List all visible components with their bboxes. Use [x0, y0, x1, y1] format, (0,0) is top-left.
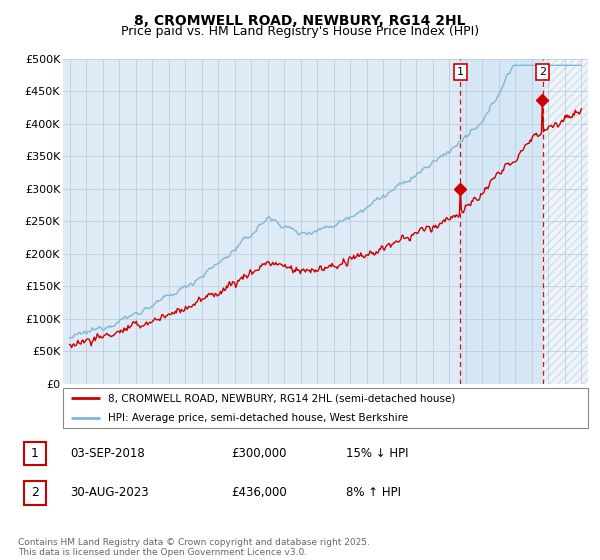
Text: Contains HM Land Registry data © Crown copyright and database right 2025.
This d: Contains HM Land Registry data © Crown c… [18, 538, 370, 557]
Text: 03-SEP-2018: 03-SEP-2018 [70, 447, 145, 460]
FancyBboxPatch shape [24, 442, 46, 465]
Text: HPI: Average price, semi-detached house, West Berkshire: HPI: Average price, semi-detached house,… [107, 413, 408, 423]
FancyBboxPatch shape [24, 481, 46, 505]
Text: £300,000: £300,000 [231, 447, 287, 460]
Bar [460, 59, 543, 384]
Text: 8% ↑ HPI: 8% ↑ HPI [346, 486, 401, 500]
Bar [543, 59, 590, 384]
Text: 8, CROMWELL ROAD, NEWBURY, RG14 2HL (semi-detached house): 8, CROMWELL ROAD, NEWBURY, RG14 2HL (sem… [107, 393, 455, 403]
Text: 2: 2 [31, 486, 38, 500]
Text: 30-AUG-2023: 30-AUG-2023 [70, 486, 148, 500]
Text: 1: 1 [31, 447, 38, 460]
Text: 1: 1 [457, 67, 464, 77]
FancyBboxPatch shape [63, 388, 588, 428]
Text: 15% ↓ HPI: 15% ↓ HPI [346, 447, 409, 460]
Text: £436,000: £436,000 [231, 486, 287, 500]
Text: Price paid vs. HM Land Registry's House Price Index (HPI): Price paid vs. HM Land Registry's House … [121, 25, 479, 38]
Text: 2: 2 [539, 67, 547, 77]
Text: 8, CROMWELL ROAD, NEWBURY, RG14 2HL: 8, CROMWELL ROAD, NEWBURY, RG14 2HL [134, 14, 466, 28]
